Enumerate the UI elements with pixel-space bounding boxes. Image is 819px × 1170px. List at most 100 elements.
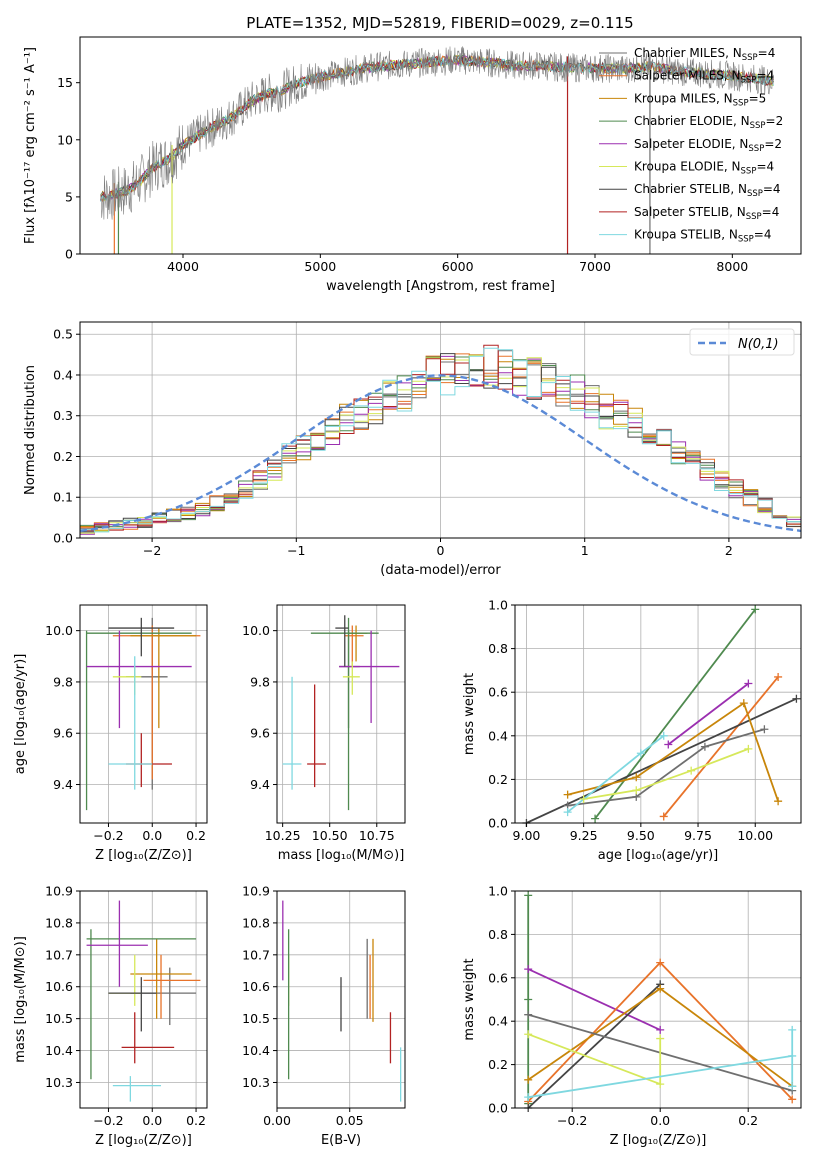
- axes-frame: [79, 604, 208, 824]
- x-tick-label: 0.0: [142, 1113, 162, 1128]
- y-tick-label: 0.4: [53, 367, 73, 382]
- weight-marker: [760, 725, 769, 734]
- y-axis-label: age [log₁₀(age/yr)]: [13, 654, 28, 775]
- x-tick-label: 0.0: [142, 828, 162, 843]
- y-tick-label: 0.6: [488, 685, 508, 700]
- legend: N(0,1): [689, 328, 795, 356]
- y-tick-label: 1.0: [488, 884, 508, 899]
- x-axis-label: E(B-V): [321, 1133, 361, 1148]
- axes-frame: [514, 604, 802, 824]
- y-tick-label: 10.6: [45, 979, 73, 994]
- y-axis-label: mass weight: [462, 958, 477, 1040]
- y-tick-label: 10.7: [45, 947, 73, 962]
- weight-marker: [563, 790, 572, 799]
- y-tick-label: 0.2: [488, 772, 508, 787]
- weight-marker: [788, 1051, 797, 1060]
- legend-entry: N(0,1): [738, 337, 779, 352]
- plot-area: [282, 615, 400, 811]
- y-tick-label: 10.0: [242, 623, 270, 638]
- weight-line: [567, 728, 765, 807]
- legend-box: [689, 328, 795, 356]
- x-tick-label: 0.0: [650, 1113, 670, 1128]
- y-tick-label: 0.4: [488, 728, 508, 743]
- y-tick-label: 9.8: [250, 674, 270, 689]
- y-tick-label: 0: [65, 247, 73, 262]
- y-tick-label: 10.8: [242, 915, 270, 930]
- weight-marker: [632, 786, 641, 795]
- weight-line: [527, 968, 661, 1031]
- weight-marker: [788, 1025, 797, 1034]
- x-tick-label: −0.2: [93, 1113, 123, 1128]
- y-tick-label: 0.8: [488, 641, 508, 656]
- panel-mass_vs_age: 10.25 10.50 10.75 9.4 9.6 9.8 10.0 mass [log₁₀(…: [242, 604, 406, 863]
- axes-frame: [276, 890, 406, 1109]
- y-tick-label: 0.5: [53, 327, 73, 342]
- weight-marker: [744, 679, 753, 688]
- x-tick-label: 0.05: [336, 1113, 364, 1128]
- y-tick-label: 0.4: [488, 1014, 508, 1029]
- weight-marker: [656, 958, 665, 967]
- y-tick-label: 0.2: [488, 1057, 508, 1072]
- plot-area: [80, 344, 801, 535]
- y-tick-label: 10.0: [45, 623, 73, 638]
- weight-marker: [739, 699, 748, 708]
- x-tick-label: 1: [581, 543, 589, 558]
- x-axis-label: age [log₁₀(age/yr)]: [598, 848, 719, 863]
- x-tick-label: 4000: [167, 259, 199, 274]
- x-tick-label: 0.00: [263, 1113, 291, 1128]
- legend-entry: Chabrier ELODIE, NSSP=2: [634, 114, 783, 131]
- x-axis-label: Z [log₁₀(Z/Z⊙)]: [95, 1133, 192, 1148]
- weight-line: [667, 682, 749, 746]
- legend-entry: Kroupa MILES, NSSP=5: [634, 91, 766, 108]
- weight-line: [567, 701, 779, 802]
- y-tick-label: 9.4: [250, 777, 270, 792]
- x-tick-label: 10.75: [359, 828, 395, 843]
- y-tick-label: 0.8: [488, 927, 508, 942]
- plot-area: [282, 900, 402, 1102]
- x-tick-label: 0.2: [186, 828, 206, 843]
- axes-frame: [79, 36, 802, 255]
- y-axis-label: mass [log₁₀(M/M⊙)]: [13, 936, 28, 1063]
- y-axis-label: mass weight: [462, 673, 477, 755]
- axes-frame: [514, 890, 802, 1109]
- weight-marker: [656, 1025, 665, 1034]
- panel-age_vs_weight: 9.00 9.25 9.50 9.75 10.00 0.0 0.2 0.4 0.6 0.8 1.0 a…: [462, 598, 802, 863]
- weight-marker: [524, 1030, 533, 1039]
- weight-marker: [700, 742, 709, 751]
- x-tick-label: 10.00: [737, 828, 773, 843]
- x-tick-label: 7000: [579, 259, 611, 274]
- weight-marker: [792, 694, 801, 703]
- y-tick-label: 10.5: [45, 1011, 73, 1026]
- plot-area: [85, 617, 201, 811]
- x-axis-label: (data-model)/error: [380, 563, 501, 578]
- x-tick-label: −0.2: [557, 1113, 587, 1128]
- panel-residuals: −2 −1 0 1 2 0.0 0.1 0.2 0.3 0.4 0.5 (data-model)/er…: [23, 321, 802, 578]
- plot-area: [86, 900, 201, 1102]
- y-tick-label: 10.6: [242, 979, 270, 994]
- residual-histogram: [80, 347, 801, 533]
- legend-entry: Kroupa ELODIE, NSSP=4: [634, 160, 774, 177]
- legend-entry: Chabrier STELIB, NSSP=4: [634, 182, 781, 199]
- weight-marker: [591, 814, 600, 823]
- normal-curve: [80, 374, 801, 533]
- y-tick-label: 15: [57, 75, 73, 90]
- x-tick-label: −2: [143, 543, 161, 558]
- x-tick-label: −1: [287, 543, 305, 558]
- weight-marker: [524, 995, 533, 1004]
- weight-line: [527, 1033, 662, 1086]
- y-tick-label: 10.9: [242, 884, 270, 899]
- plot-area: [526, 608, 797, 823]
- axes-frame: [276, 604, 406, 824]
- x-tick-label: 9.25: [570, 828, 598, 843]
- x-tick-label: 5000: [304, 259, 336, 274]
- x-tick-label: 0.2: [738, 1113, 758, 1128]
- x-tick-label: −0.2: [93, 828, 123, 843]
- weight-marker: [659, 812, 668, 821]
- y-tick-label: 9.6: [250, 726, 270, 741]
- x-tick-label: 9.50: [627, 828, 655, 843]
- x-tick-label: 10.50: [312, 828, 348, 843]
- x-tick-label: 0: [437, 543, 445, 558]
- panel-z_vs_age: −0.2 0.0 0.2 9.4 9.6 9.8 10.0 Z [log₁₀(Z/Z⊙)] ag…: [13, 604, 208, 863]
- y-tick-label: 10: [57, 132, 73, 147]
